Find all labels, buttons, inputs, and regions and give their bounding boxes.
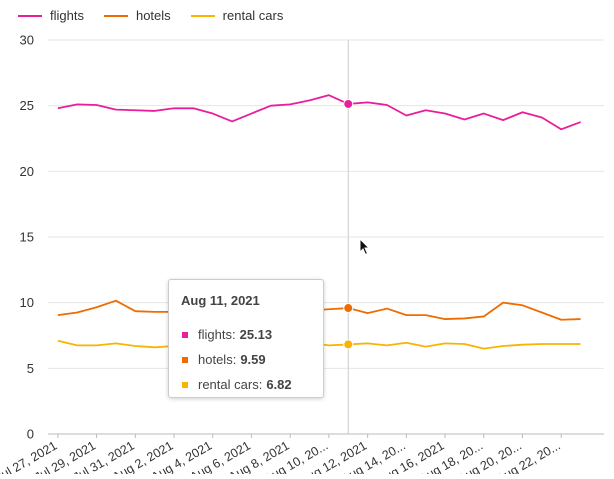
y-tick-label: 5 (27, 361, 34, 376)
tooltip-row-flights: flights: 25.13 (181, 322, 311, 347)
legend-swatch-rental-cars (190, 14, 215, 17)
tooltip-row-hotels: hotels: 9.59 (181, 347, 311, 372)
y-tick-label: 0 (27, 427, 34, 442)
legend-swatch-flights (18, 14, 42, 17)
legend-item-flights[interactable]: flights (18, 8, 84, 23)
legend-item-rental-cars[interactable]: rental cars (190, 8, 284, 23)
legend-label-hotels: hotels (135, 8, 171, 23)
legend-swatch-hotels (103, 14, 128, 17)
legend-item-hotels[interactable]: hotels (103, 8, 171, 23)
tooltip-colon: : (258, 377, 263, 392)
tooltip-swatch-hotels (182, 356, 188, 363)
chart-legend: flights hotels rental cars (18, 8, 283, 23)
mouse-pointer-icon (359, 238, 371, 256)
tooltip-label-rental-cars: rental cars (198, 377, 259, 392)
tooltip-value-hotels: 9.59 (240, 352, 266, 367)
tooltip-date: Aug 11, 2021 (181, 293, 260, 308)
y-tick-label: 10 (20, 295, 34, 310)
hover-point-rental-cars (343, 339, 354, 350)
y-tick-label: 30 (20, 33, 34, 48)
legend-label-flights: flights (50, 8, 84, 23)
tooltip-value-rental-cars: 6.82 (266, 377, 292, 392)
hover-point-hotels (343, 303, 354, 314)
y-tick-label: 20 (20, 164, 34, 179)
y-tick-label: 25 (20, 98, 34, 113)
tooltip-swatch-flights (182, 331, 188, 338)
tooltip-colon: : (231, 327, 236, 342)
tooltip-label-flights: flights (198, 327, 232, 342)
tooltip-value-flights: 25.13 (239, 327, 273, 342)
tooltip-row-rental-cars: rental cars: 6.82 (181, 372, 311, 397)
series-line-flights (57, 94, 581, 131)
chart-tooltip: Aug 11, 2021 flights: 25.13 hotels: 9.59… (168, 279, 324, 398)
tooltip-colon: : (232, 352, 237, 367)
tooltip-label-hotels: hotels (198, 352, 233, 367)
legend-label-rental-cars: rental cars (222, 8, 284, 23)
tooltip-swatch-rental-cars (182, 381, 188, 388)
y-tick-label: 15 (20, 230, 34, 245)
hover-point-flights (343, 98, 354, 109)
